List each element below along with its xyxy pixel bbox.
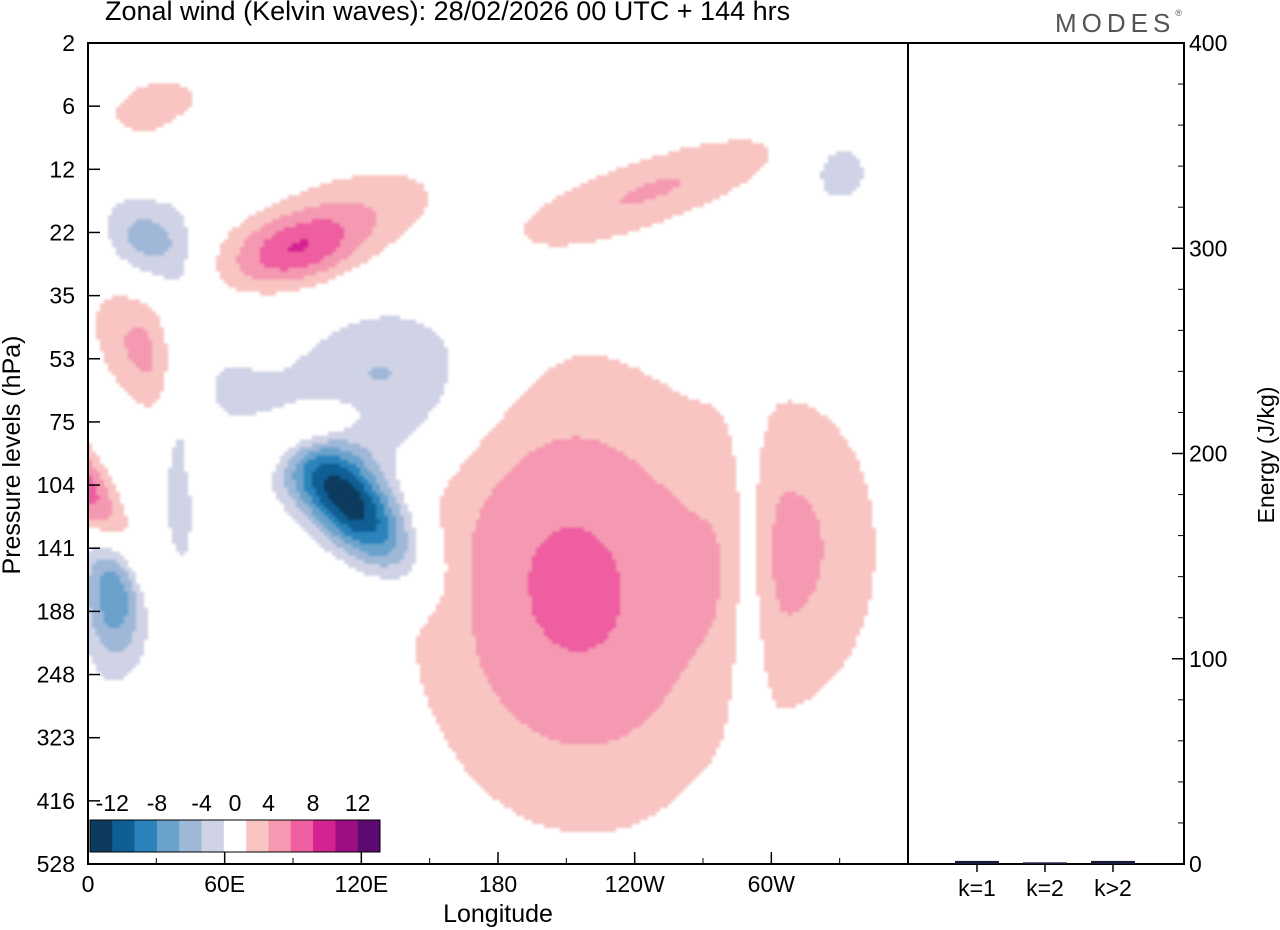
y-axis-label: Pressure levels (hPa)	[0, 336, 26, 575]
y-tick-label: 53	[49, 346, 75, 372]
colorbar-label: -4	[191, 790, 212, 816]
colorbar-label: -12	[96, 790, 129, 816]
colorbar-swatch	[90, 820, 113, 852]
y-tick-label: 12	[49, 156, 75, 182]
y-tick-label: 323	[37, 725, 75, 751]
energy-category-label: k>2	[1094, 875, 1132, 901]
colorbar-label: 12	[345, 790, 371, 816]
chart-title: Zonal wind (Kelvin waves): 28/02/2026 00…	[105, 0, 791, 26]
x-axis-label: Longitude	[443, 900, 553, 928]
brand-name: MODES	[1055, 8, 1176, 38]
energy-bars: k=1 k=2 k>2	[955, 860, 1135, 901]
y-tick-label: 2	[62, 30, 75, 56]
energy-tick-label: 300	[1189, 235, 1227, 261]
y-tick-label: 75	[49, 409, 75, 435]
heatmap-panel: -12 -8 -4 0 4 8 12 0 60E 120E 180 120W 60W 26122235…	[0, 30, 909, 928]
energy-tick-label: 100	[1189, 646, 1227, 672]
energy-bar	[1091, 860, 1135, 864]
energy-panel: k=1 k=2 k>2 0 100 200 300 400 Energy (J/kg)	[907, 30, 1279, 901]
colorbar-swatch	[268, 820, 292, 852]
y-tick-label: 6	[62, 93, 75, 119]
y-tick-label: 416	[37, 788, 75, 814]
energy-axis-label: Energy (J/kg)	[1253, 387, 1279, 524]
x-tick-label: 180	[479, 871, 517, 897]
x-axis: 0 60E 120E 180 120W 60W	[82, 852, 909, 897]
y-tick-label: 22	[49, 219, 75, 245]
y-tick-label: 528	[37, 851, 75, 877]
y-tick-label: 141	[37, 535, 75, 561]
x-tick-label: 60W	[748, 871, 796, 897]
colorbar-label: -8	[147, 790, 167, 816]
energy-tick-label: 400	[1189, 30, 1227, 56]
brand-mark: ®	[1175, 8, 1182, 18]
y-tick-label: 104	[37, 472, 76, 498]
colorbar-swatch	[223, 820, 247, 852]
colorbar-swatch	[134, 820, 158, 852]
colorbar: -12 -8 -4 0 4 8 12	[89, 790, 381, 853]
colorbar-swatch	[313, 820, 336, 852]
y-tick-label: 248	[37, 662, 75, 688]
colorbar-label: 0	[229, 790, 242, 816]
y-tick-label: 35	[49, 283, 75, 309]
x-tick-label: 0	[82, 871, 95, 897]
energy-bar	[955, 860, 999, 864]
energy-tick-label: 200	[1189, 441, 1227, 467]
colorbar-swatch	[179, 820, 202, 852]
colorbar-swatch	[335, 820, 358, 852]
energy-category-label: k=2	[1026, 875, 1064, 901]
colorbar-swatch	[246, 820, 269, 852]
colorbar-label: 4	[262, 790, 275, 816]
colorbar-swatch	[290, 820, 314, 852]
energy-axis: 0 100 200 300 400	[1172, 30, 1227, 877]
colorbar-label: 8	[307, 790, 320, 816]
x-tick-label: 60E	[204, 871, 245, 897]
x-tick-label: 120E	[334, 871, 388, 897]
brand-logo: MODES®	[1055, 8, 1182, 39]
heatmap-field	[88, 43, 908, 864]
y-axis: 2 6 12 22 35 53 75 104 141 188 248 323 416 528	[37, 30, 100, 877]
energy-bar	[1023, 862, 1067, 864]
colorbar-swatch	[201, 820, 225, 852]
x-tick-label: 120W	[605, 871, 665, 897]
colorbar-swatch	[357, 820, 381, 852]
colorbar-swatch	[112, 820, 135, 852]
energy-category-label: k=1	[958, 875, 996, 901]
energy-tick-label: 0	[1189, 851, 1202, 877]
colorbar-swatch	[156, 820, 180, 852]
y-tick-label: 188	[37, 598, 75, 624]
energy-frame	[907, 42, 1185, 865]
colorbar-frame	[89, 819, 381, 853]
